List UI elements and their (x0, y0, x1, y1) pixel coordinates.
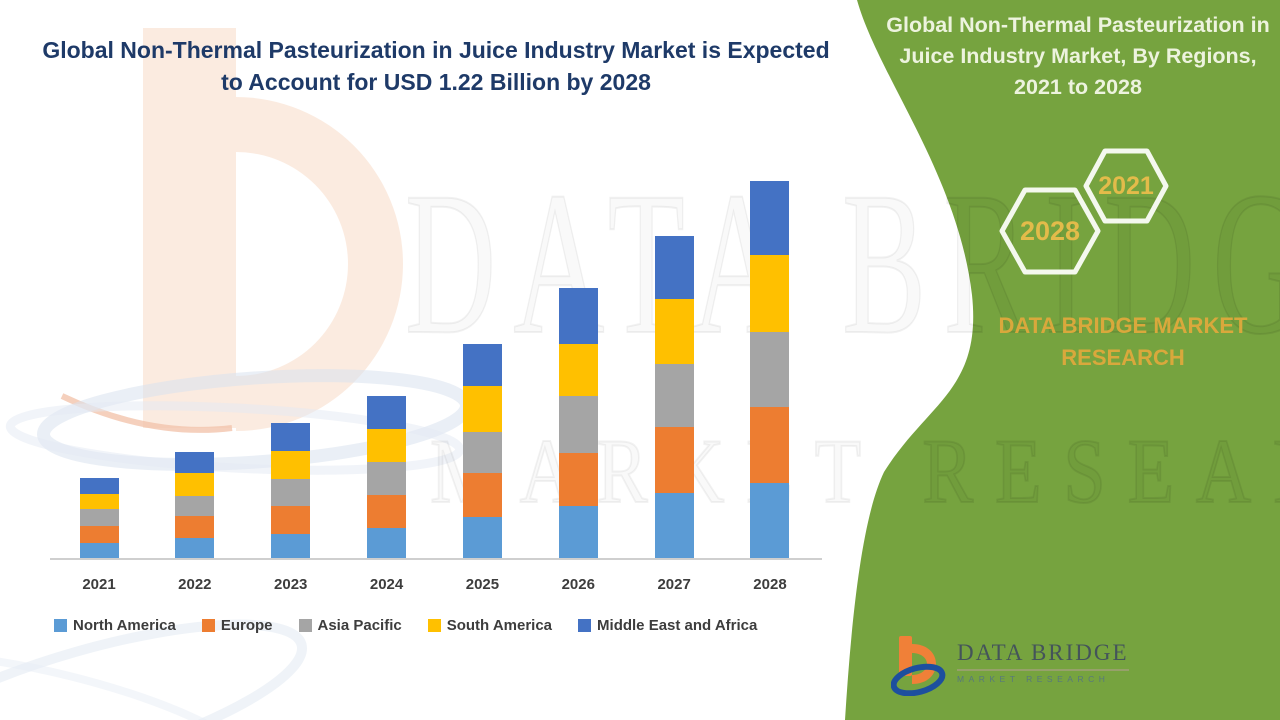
chart-legend: North America Europe Asia Pacific South Ame… (54, 617, 757, 634)
stacked-bar-chart: 2021 2022 2023 2024 2025 2026 2027 2028 (50, 181, 822, 593)
x-axis-label-2028: 2028 (753, 576, 787, 593)
x-axis-label-2027: 2027 (657, 576, 691, 593)
legend-item-south-america: South America (427, 617, 553, 634)
bar-segment-asia-pacific (654, 363, 694, 427)
bar-segment-south-america (462, 386, 502, 432)
bar-segment-europe (654, 426, 694, 493)
badge-base-year: 2021 (1098, 171, 1154, 200)
watermark-logo-b-icon (60, 28, 403, 433)
x-axis-line (50, 558, 822, 560)
legend-swatch-icon (298, 619, 312, 632)
bar-segment-asia-pacific (271, 478, 311, 506)
bar-segment-europe (462, 473, 502, 518)
bar-segment-europe (271, 505, 311, 534)
bar-segment-middle-east-and-africa (79, 478, 119, 495)
legend-swatch-icon (427, 619, 441, 632)
bar-segment-north-america (79, 542, 119, 558)
bar-2021 (79, 478, 119, 558)
bar-2023 (271, 423, 311, 558)
x-axis-label-2023: 2023 (274, 576, 308, 593)
bar-segment-south-america (367, 428, 407, 462)
badge-forecast-year: 2028 (1019, 215, 1081, 246)
hexagon-forecast-year-badge: 2028 (998, 186, 1102, 276)
bar-segment-north-america (654, 492, 694, 558)
bar-segment-europe (79, 525, 119, 543)
bar-segment-middle-east-and-africa (271, 423, 311, 452)
legend-label: Europe (220, 617, 273, 634)
bar-2028 (750, 181, 790, 558)
bar-segment-middle-east-and-africa (462, 343, 502, 387)
x-axis-label-2026: 2026 (561, 576, 595, 593)
bar-segment-middle-east-and-africa (367, 396, 407, 429)
legend-swatch-icon (201, 619, 215, 632)
legend-item-asia-pacific: Asia Pacific (298, 617, 402, 634)
bar-2025 (462, 343, 502, 558)
bar-segment-south-america (750, 254, 790, 332)
x-axis-label-2022: 2022 (178, 576, 212, 593)
x-axis-label-2024: 2024 (369, 576, 404, 593)
legend-item-europe: Europe (201, 617, 273, 634)
bar-segment-asia-pacific (558, 396, 598, 453)
bar-segment-south-america (558, 343, 598, 397)
panel-watermark-row2: MARKET RESEARCH (430, 420, 1280, 522)
x-axis-label-2025: 2025 (465, 576, 500, 593)
bar-segment-europe (175, 515, 215, 538)
bar-2022 (175, 452, 215, 558)
bar-segment-asia-pacific (750, 331, 790, 408)
bar-segment-north-america (271, 533, 311, 558)
legend-label: Asia Pacific (317, 617, 402, 634)
bar-segment-south-america (79, 494, 119, 509)
bar-segment-south-america (175, 473, 215, 496)
data-bridge-logo-icon (891, 636, 946, 696)
hexagon-icon (999, 187, 1101, 275)
bar-segment-north-america (367, 527, 407, 558)
main-title: Global Non-Thermal Pasteurization in Jui… (42, 37, 830, 95)
bar-segment-asia-pacific (367, 461, 407, 496)
legend-label: North America (73, 617, 176, 634)
legend-swatch-icon (54, 619, 67, 632)
bar-segment-asia-pacific (175, 495, 215, 516)
hexagon-base-year-badge: 2021 (1083, 148, 1169, 224)
footer-logo-text: DATA BRIDGE MARKET RESEARCH (957, 640, 1129, 684)
legend-label: South America (446, 617, 553, 634)
bar-2024 (367, 396, 407, 558)
bar-segment-europe (750, 407, 790, 483)
bar-segment-middle-east-and-africa (558, 288, 598, 344)
legend-label: Middle East and Africa (597, 617, 758, 634)
side-panel-shape (845, 0, 1280, 720)
hexagon-icon (1083, 148, 1169, 224)
legend-swatch-icon (578, 619, 592, 632)
brand-name-text: DATA BRIDGE MARKET RESEARCH (998, 313, 1248, 370)
bar-segment-asia-pacific (79, 508, 119, 526)
panel-title: Global Non-Thermal Pasteurization in Jui… (886, 13, 1270, 99)
footer-logo-name: DATA BRIDGE (957, 640, 1129, 671)
bar-segment-europe (367, 495, 407, 528)
bar-segment-north-america (750, 482, 790, 558)
bar-segment-south-america (271, 451, 311, 479)
data-bridge-logo: DATA BRIDGE MARKET RESEARCH (891, 634, 1129, 696)
bar-segment-north-america (462, 517, 502, 558)
bar-segment-south-america (654, 298, 694, 364)
bar-segment-europe (558, 452, 598, 507)
bar-segment-middle-east-and-africa (750, 181, 790, 255)
footer-logo-subtitle: MARKET RESEARCH (957, 674, 1110, 684)
bar-2027 (654, 235, 694, 558)
legend-item-north-america: North America (54, 617, 176, 634)
x-axis-label-2021: 2021 (82, 576, 116, 593)
bar-segment-asia-pacific (462, 431, 502, 474)
bar-segment-north-america (175, 537, 215, 558)
legend-item-middle-east-and-africa: Middle East and Africa (578, 617, 757, 634)
bar-2026 (558, 288, 598, 558)
bar-segment-middle-east-and-africa (175, 452, 215, 474)
bar-segment-middle-east-and-africa (654, 235, 694, 299)
bar-segment-north-america (558, 506, 598, 558)
